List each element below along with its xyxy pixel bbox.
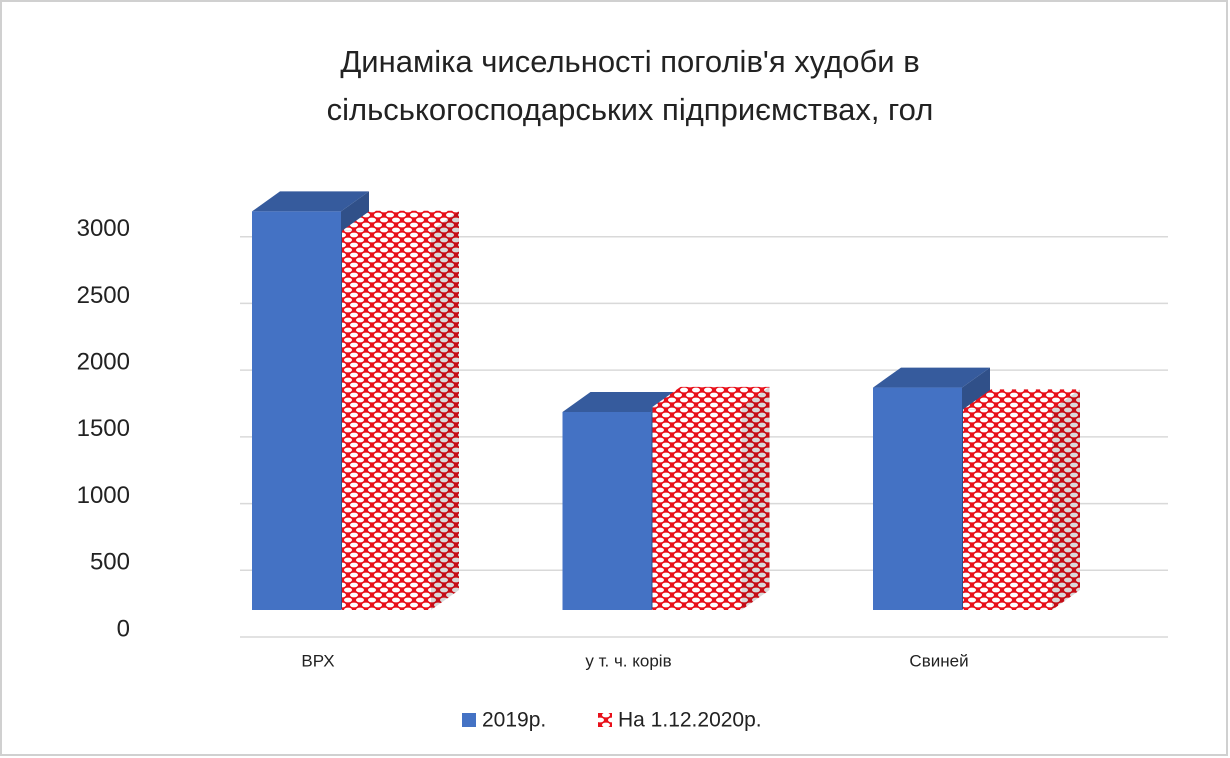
chart-title: Динаміка чисельності поголів'я худоби в …: [326, 44, 934, 127]
bar-side-shade: [741, 386, 770, 610]
y-tick-label: 2500: [77, 282, 130, 309]
bar: [652, 386, 770, 610]
x-tick-label: Свиней: [909, 651, 968, 670]
bar-side-shade: [1052, 389, 1080, 610]
bar: [963, 389, 1080, 610]
y-tick-label: 0: [117, 615, 130, 642]
y-tick-label: 3000: [77, 215, 130, 242]
legend-swatch: [598, 713, 612, 727]
y-tick-label: 2000: [77, 348, 130, 375]
bar-top: [652, 386, 770, 407]
x-tick-label: у т. ч. корів: [585, 651, 671, 670]
y-tick-label: 500: [90, 549, 130, 576]
bar-top: [873, 367, 990, 388]
bar-top: [252, 191, 369, 212]
x-tick-label: ВРХ: [301, 651, 334, 670]
bar-top: [562, 392, 680, 412]
bar-side-shade: [431, 210, 459, 610]
bar-front: [562, 412, 652, 610]
bar-side: [1052, 389, 1080, 610]
bar-top: [963, 389, 1080, 410]
bar-front: [963, 409, 1052, 610]
bar-front: [873, 387, 962, 610]
bar-front: [342, 230, 431, 610]
legend-label: На 1.12.2020р.: [618, 709, 762, 732]
y-tick-label: 1500: [77, 415, 130, 442]
y-tick-label: 1000: [77, 482, 130, 509]
bar-front: [252, 211, 341, 610]
bar: [342, 210, 459, 610]
legend-label: 2019р.: [482, 709, 546, 732]
bar-side: [431, 210, 459, 610]
bar-side: [741, 386, 770, 610]
bar-front: [652, 406, 742, 610]
bar-top: [342, 210, 459, 231]
legend-swatch: [462, 713, 476, 727]
